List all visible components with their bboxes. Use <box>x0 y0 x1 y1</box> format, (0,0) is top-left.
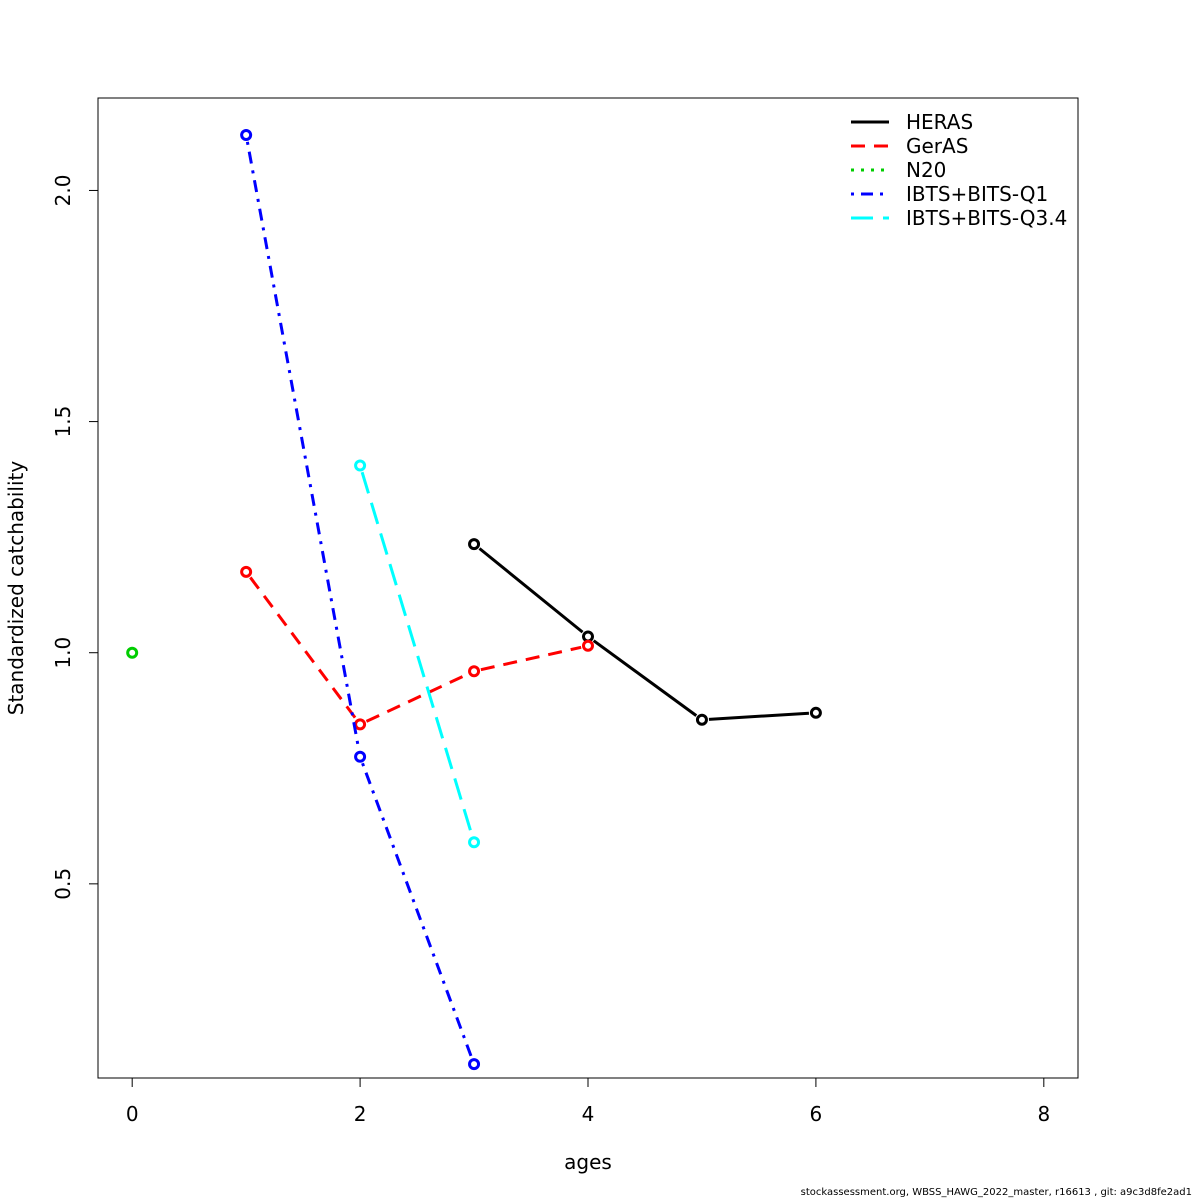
data-point <box>354 718 367 731</box>
y-axis: 0.5 1.0 1.5 2.0 <box>51 175 99 900</box>
series-ibts-bits-q1 <box>240 128 481 1071</box>
series-ibts-bits-q3-4 <box>354 459 481 849</box>
data-point <box>468 1058 481 1071</box>
legend-label: GerAS <box>906 134 968 158</box>
series-line-segment <box>478 547 584 634</box>
legend-label: IBTS+BITS-Q3.4 <box>906 206 1067 230</box>
series-line-segment <box>360 471 474 836</box>
series-line-segment <box>245 141 361 751</box>
x-tick-label: 8 <box>1037 1102 1050 1126</box>
data-point <box>695 713 708 726</box>
data-point <box>468 665 481 678</box>
data-point <box>354 750 367 763</box>
legend-label: N20 <box>906 158 946 182</box>
x-tick-label: 4 <box>582 1102 595 1126</box>
series-line-segment <box>592 639 698 717</box>
data-point <box>354 459 367 472</box>
x-axis-title: ages <box>564 1150 612 1174</box>
series-line-segment <box>480 645 582 672</box>
plot-frame <box>97 97 1079 1079</box>
footer-text: stockassessment.org, WBSS_HAWG_2022_mast… <box>800 1187 1192 1198</box>
series-line-segment <box>249 576 358 720</box>
series-line-segment <box>708 711 810 721</box>
x-tick-label: 2 <box>354 1102 367 1126</box>
data-point <box>126 646 139 659</box>
data-point <box>468 836 481 849</box>
y-tick-label: 1.5 <box>51 406 75 438</box>
data-point <box>809 706 822 719</box>
series-line-segment <box>365 672 469 723</box>
data-point <box>582 630 594 643</box>
y-tick-label: 1.0 <box>51 637 75 669</box>
legend-label: HERAS <box>906 110 973 134</box>
x-tick-label: 0 <box>126 1102 139 1126</box>
x-axis: 0 2 4 6 8 <box>126 1077 1050 1126</box>
data-point <box>240 565 253 578</box>
data-point <box>468 538 481 551</box>
y-tick-label: 2.0 <box>51 175 75 207</box>
x-tick-label: 6 <box>810 1102 823 1126</box>
data-point <box>240 128 253 141</box>
y-tick-label: 0.5 <box>51 868 75 900</box>
series-n20 <box>126 646 139 659</box>
series-layer <box>126 128 822 1071</box>
data-point <box>582 639 594 652</box>
series-line-segment <box>361 762 474 1059</box>
y-axis-title: Standardized catchability <box>4 461 28 716</box>
series-geras <box>240 565 594 731</box>
series-heras <box>468 538 822 726</box>
legend-label: IBTS+BITS-Q1 <box>906 182 1048 206</box>
